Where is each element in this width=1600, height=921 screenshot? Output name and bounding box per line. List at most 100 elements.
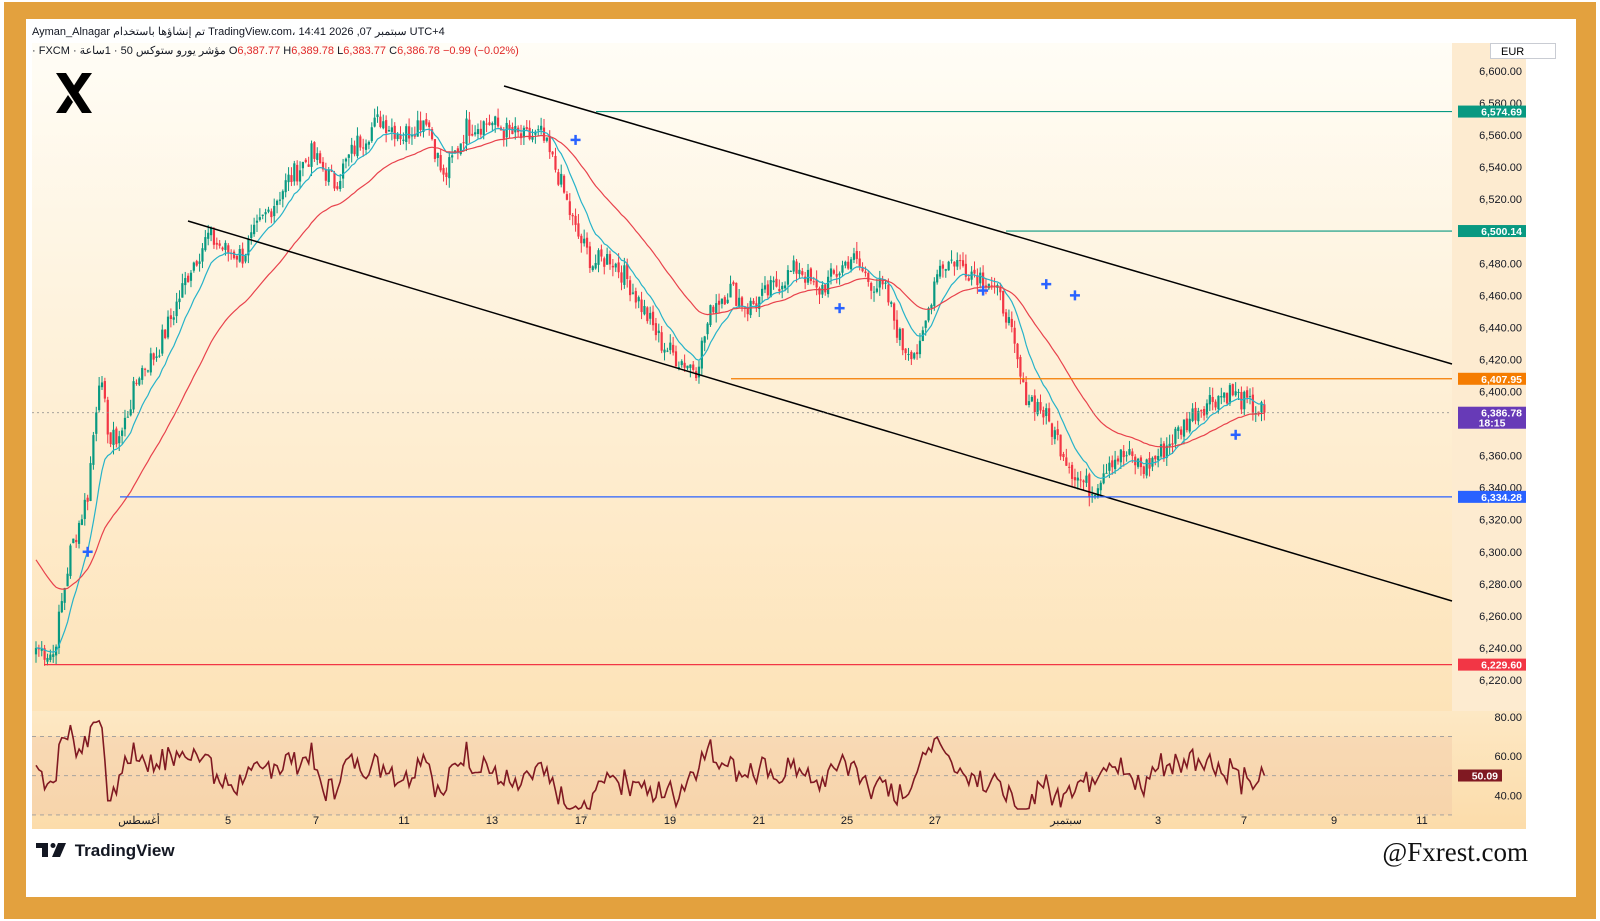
candle[interactable]	[542, 118, 546, 144]
candle[interactable]	[565, 191, 569, 201]
candle[interactable]	[723, 295, 726, 305]
candle[interactable]	[178, 290, 181, 310]
candle[interactable]	[138, 376, 141, 387]
candle[interactable]	[436, 152, 439, 167]
candle[interactable]	[132, 376, 135, 414]
candle[interactable]	[574, 208, 577, 232]
candle[interactable]	[439, 148, 442, 173]
candle[interactable]	[250, 224, 253, 245]
candle[interactable]	[172, 310, 175, 326]
candle[interactable]	[382, 114, 385, 130]
candle[interactable]	[1136, 457, 1140, 469]
candle[interactable]	[1220, 387, 1223, 405]
candle[interactable]	[1188, 411, 1191, 434]
candle[interactable]	[350, 137, 353, 163]
candle[interactable]	[253, 217, 256, 237]
candle[interactable]	[1062, 451, 1065, 461]
candle[interactable]	[781, 282, 784, 299]
candle[interactable]	[852, 247, 856, 264]
candle[interactable]	[1165, 437, 1168, 466]
candle[interactable]	[964, 254, 967, 281]
candle[interactable]	[1033, 389, 1036, 421]
candle[interactable]	[43, 644, 46, 666]
candle[interactable]	[631, 283, 635, 295]
candle[interactable]	[1159, 437, 1163, 459]
candle[interactable]	[1096, 484, 1099, 499]
candle[interactable]	[442, 164, 445, 182]
candle[interactable]	[568, 193, 571, 221]
candle[interactable]	[703, 335, 706, 352]
candle[interactable]	[83, 493, 86, 526]
signal-marker[interactable]	[834, 303, 845, 314]
candle[interactable]	[614, 262, 617, 272]
candle[interactable]	[258, 208, 261, 222]
candle[interactable]	[189, 270, 193, 288]
candle[interactable]	[763, 276, 767, 294]
candle[interactable]	[660, 325, 663, 354]
candle[interactable]	[692, 360, 695, 372]
candle[interactable]	[525, 120, 528, 131]
candle[interactable]	[149, 347, 152, 376]
candle[interactable]	[666, 347, 669, 353]
candle[interactable]	[95, 406, 98, 442]
candle[interactable]	[611, 258, 614, 277]
candle[interactable]	[583, 229, 586, 247]
candle[interactable]	[672, 336, 675, 356]
candle[interactable]	[804, 271, 807, 290]
candle[interactable]	[175, 292, 178, 324]
candle[interactable]	[370, 122, 373, 143]
candle[interactable]	[448, 151, 451, 188]
candle[interactable]	[689, 364, 692, 378]
candle[interactable]	[316, 147, 319, 166]
candle[interactable]	[209, 226, 213, 242]
candle[interactable]	[537, 125, 540, 136]
candle[interactable]	[993, 277, 996, 294]
candle[interactable]	[1004, 308, 1008, 329]
candle[interactable]	[169, 308, 172, 328]
candle[interactable]	[970, 266, 973, 286]
candle[interactable]	[732, 280, 735, 286]
candle[interactable]	[1111, 455, 1114, 475]
candle[interactable]	[1007, 309, 1011, 326]
candle[interactable]	[620, 265, 623, 291]
candle[interactable]	[881, 275, 884, 290]
candle[interactable]	[146, 369, 150, 373]
candle[interactable]	[141, 365, 144, 385]
candle[interactable]	[1122, 445, 1125, 467]
candle[interactable]	[408, 118, 411, 144]
candle[interactable]	[307, 156, 310, 167]
candle[interactable]	[275, 199, 279, 214]
candle[interactable]	[1010, 311, 1013, 333]
candle[interactable]	[795, 258, 798, 283]
candle[interactable]	[451, 146, 454, 164]
candle[interactable]	[1099, 480, 1102, 497]
candle[interactable]	[425, 113, 428, 127]
candle[interactable]	[298, 161, 302, 189]
candle[interactable]	[367, 140, 371, 150]
candle[interactable]	[344, 157, 348, 169]
candle[interactable]	[264, 208, 267, 223]
candle[interactable]	[115, 426, 118, 448]
candle[interactable]	[1151, 456, 1154, 472]
candle[interactable]	[52, 644, 55, 663]
candle[interactable]	[77, 520, 81, 549]
candle[interactable]	[895, 310, 899, 343]
candle[interactable]	[663, 342, 666, 361]
candle[interactable]	[247, 235, 250, 264]
candle[interactable]	[551, 151, 554, 158]
rsi-line[interactable]	[35, 719, 1266, 810]
candle[interactable]	[798, 262, 801, 279]
candle[interactable]	[1085, 468, 1088, 488]
candle[interactable]	[34, 641, 38, 663]
candle[interactable]	[907, 347, 910, 361]
candle[interactable]	[218, 240, 221, 249]
candle[interactable]	[290, 167, 293, 187]
candle[interactable]	[637, 295, 640, 309]
candle[interactable]	[789, 270, 792, 272]
candle[interactable]	[227, 243, 230, 262]
candle[interactable]	[686, 365, 689, 371]
candle[interactable]	[1102, 464, 1105, 485]
candle[interactable]	[956, 252, 959, 271]
candle[interactable]	[281, 189, 284, 208]
candle[interactable]	[445, 167, 448, 186]
